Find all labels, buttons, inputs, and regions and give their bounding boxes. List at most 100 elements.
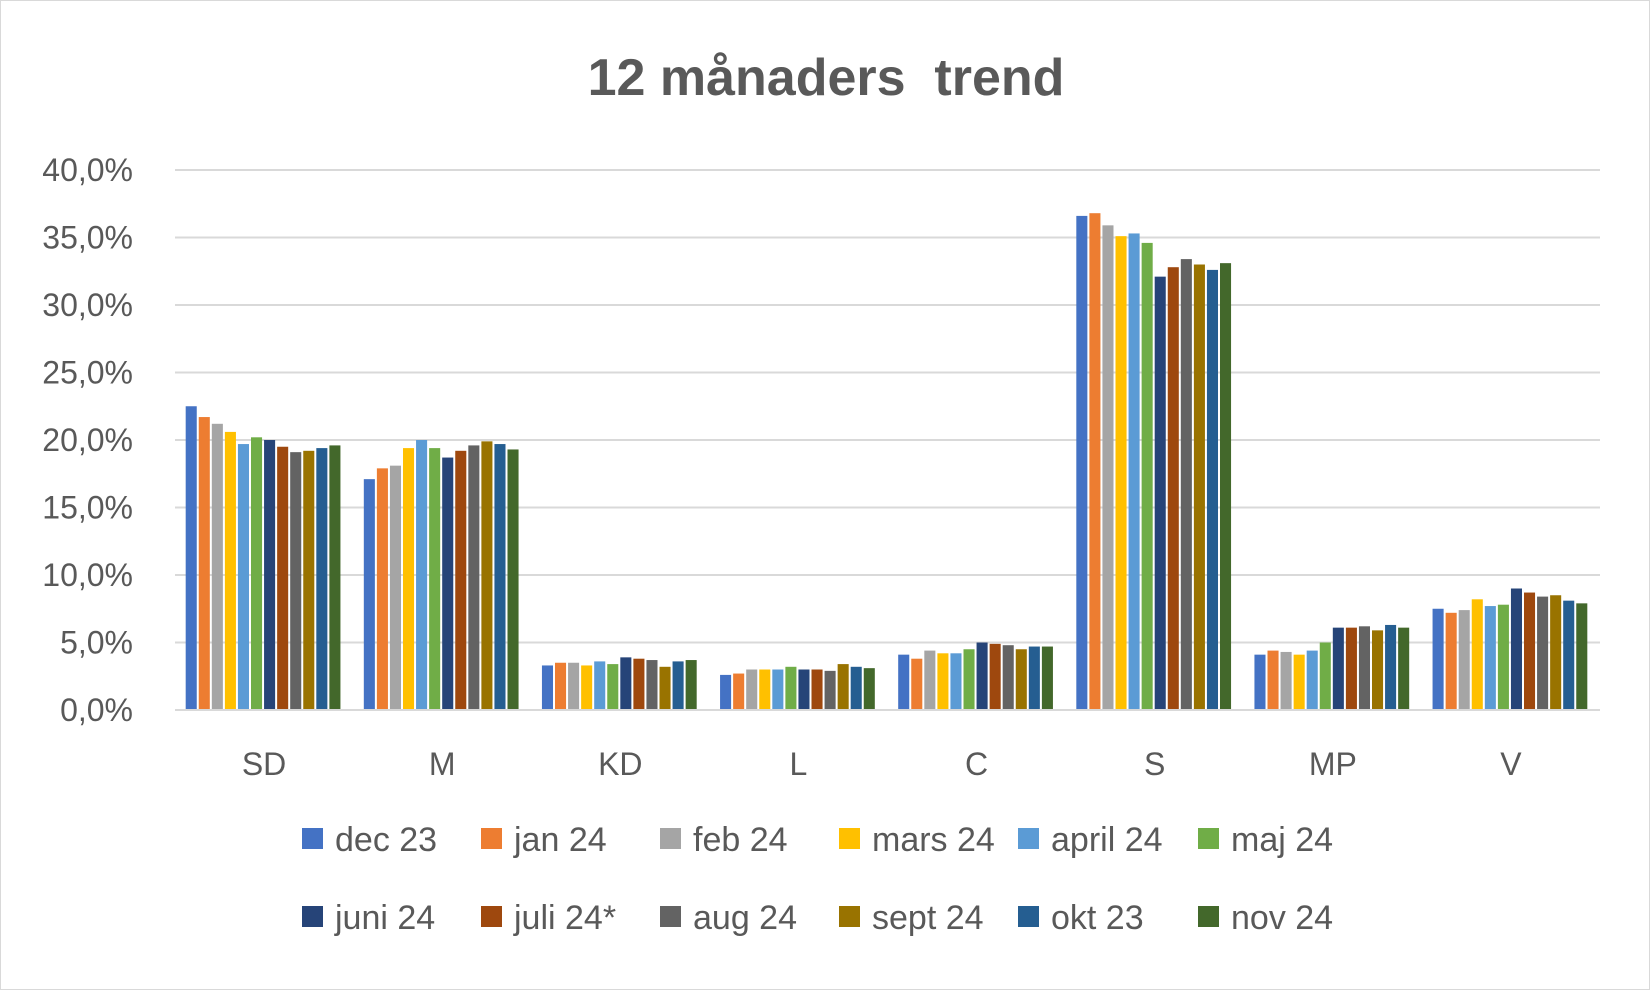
bar [594,661,606,710]
x-tick-label: S [1144,746,1165,782]
legend-label: april 24 [1051,821,1163,859]
bar [1028,646,1040,710]
x-tick-label: C [965,746,988,782]
legend-swatch [302,828,323,849]
bar [1128,233,1140,710]
legend-label: juni 24 [334,899,435,937]
bar [772,669,784,710]
x-tick-label: V [1500,746,1522,782]
legend-swatch [481,828,502,849]
x-tick-label: KD [598,746,642,782]
x-tick-label: L [790,746,808,782]
bar [237,444,249,710]
bar [1102,225,1114,710]
bar [277,446,289,710]
x-tick-label: M [429,746,456,782]
bar [1484,606,1496,710]
y-tick-label: 20,0% [42,422,133,458]
bar [1041,646,1053,710]
bar [389,465,401,710]
bar [646,660,658,710]
y-axis-ticks: 0,0% 5,0% 10,0% 15,0% 20,0% 25,0% 30,0% 35,0% 40… [42,152,133,728]
y-tick-label: 15,0% [42,490,133,526]
bar [1002,645,1014,710]
bar [898,654,910,710]
x-axis: SD M KD L C S MP V [175,709,1600,782]
legend-swatch [660,828,681,849]
bar [1510,588,1522,710]
bar [733,673,745,710]
bar [1432,608,1444,710]
x-tick-label: MP [1309,746,1357,782]
legend-label: dec 23 [335,821,437,859]
bar [672,661,684,710]
legend-swatch [1018,906,1039,927]
bar [416,440,428,710]
bar [494,444,506,710]
bar [442,457,454,710]
bar [507,449,519,710]
bar [759,669,771,710]
bar [1293,654,1305,710]
gridlines [175,169,1600,644]
bar [1576,603,1588,710]
legend-label: mars 24 [872,821,995,859]
bar [455,450,467,710]
bar [976,642,988,710]
bar [329,445,341,710]
bar [1372,630,1384,710]
legend-swatch [839,828,860,849]
bar [1398,627,1410,710]
chart-title: 12 månaders trend [588,49,1065,107]
legend-label: sept 24 [872,899,984,937]
bar [1206,269,1218,710]
legend-swatch [481,906,502,927]
bars [185,213,1588,710]
bar [1306,650,1318,710]
legend-swatch [839,906,860,927]
legend-label: okt 23 [1051,899,1144,937]
bar [211,423,223,710]
bar [376,468,388,710]
bar [555,662,567,710]
bar [659,666,671,710]
bar [1267,650,1279,710]
bar [251,437,263,710]
bar [1141,242,1153,710]
bar [937,653,949,710]
bar [1280,651,1292,710]
bar [290,452,302,710]
legend-label: juli 24* [513,899,616,937]
bar [363,479,375,710]
bar [911,658,923,710]
bar [1358,626,1370,710]
bar [633,658,645,710]
bar [185,406,197,710]
bar [950,653,962,710]
bar [1524,592,1536,710]
bar [1193,264,1205,710]
y-tick-label: 25,0% [42,355,133,391]
bar [963,649,975,710]
legend-label: nov 24 [1231,899,1333,937]
bar [1015,649,1027,710]
bar [746,669,758,710]
y-tick-label: 10,0% [42,557,133,593]
bar [1220,263,1232,710]
bar [1254,654,1266,710]
y-tick-label: 30,0% [42,287,133,323]
bar [837,664,849,710]
bar [1154,276,1166,710]
bar [1550,595,1562,710]
bar [1167,267,1179,710]
bar [264,440,276,710]
bar [581,665,593,710]
bar [989,643,1001,710]
legend-label: jan 24 [513,821,607,859]
legend-label: maj 24 [1231,821,1333,859]
legend-swatch [1198,906,1219,927]
bar [541,665,553,710]
bar [1115,236,1127,710]
y-tick-label: 35,0% [42,220,133,256]
bar [1180,259,1192,710]
